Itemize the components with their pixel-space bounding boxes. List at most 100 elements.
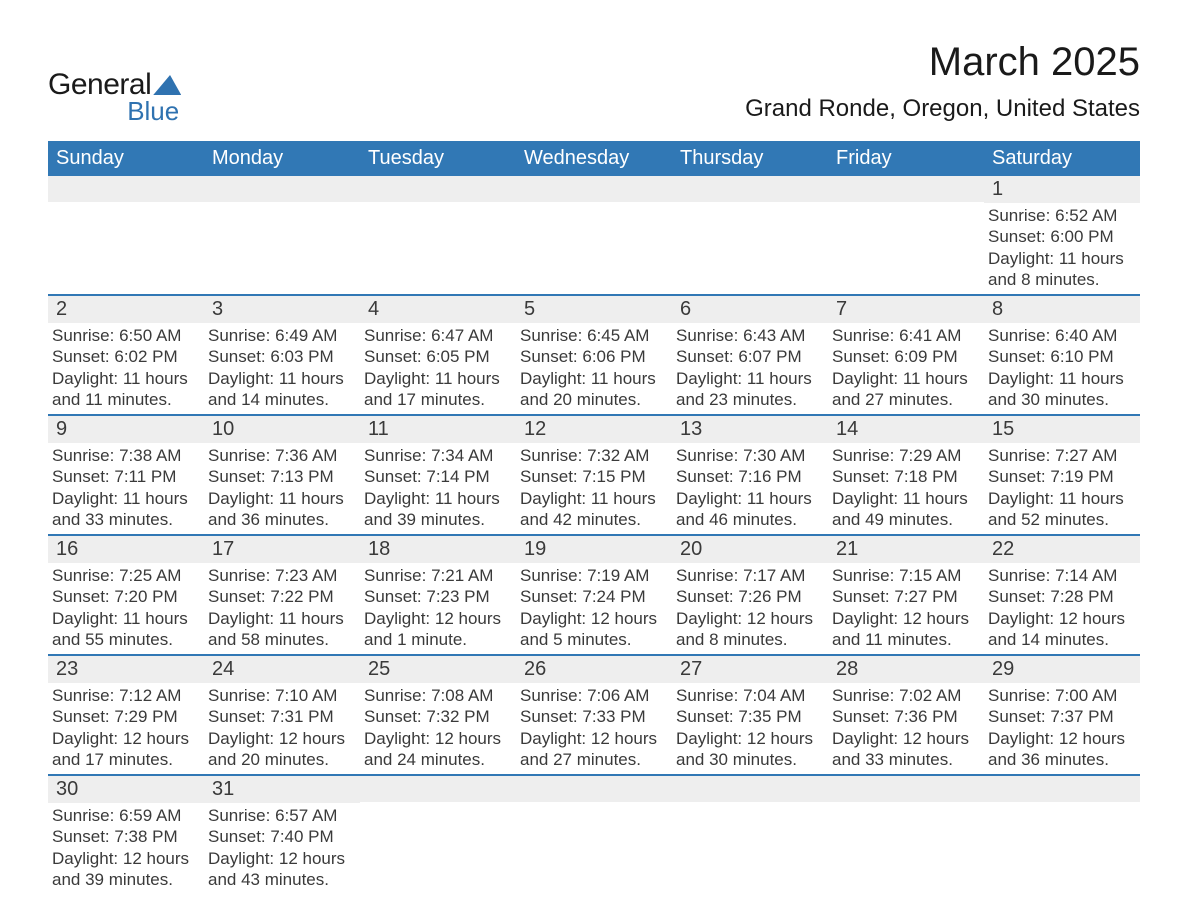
day-data-line: Sunrise: 7:29 AM <box>832 445 980 466</box>
day-number: 3 <box>204 296 360 323</box>
calendar-day-cell: 7Sunrise: 6:41 AMSunset: 6:09 PMDaylight… <box>828 295 984 415</box>
day-data-line <box>988 847 1136 868</box>
day-data-line: Daylight: 12 hours <box>832 608 980 629</box>
calendar-week-row: 1Sunrise: 6:52 AMSunset: 6:00 PMDaylight… <box>48 176 1140 295</box>
day-data-line <box>988 804 1136 825</box>
day-data-line: Daylight: 11 hours <box>52 488 200 509</box>
day-number <box>828 776 984 802</box>
day-data-line: Daylight: 12 hours <box>520 608 668 629</box>
day-number: 25 <box>360 656 516 683</box>
day-data-line: Sunrise: 6:50 AM <box>52 325 200 346</box>
day-data-line: Sunset: 6:06 PM <box>520 346 668 367</box>
day-data-line: Sunset: 6:03 PM <box>208 346 356 367</box>
day-data-line: Daylight: 12 hours <box>676 728 824 749</box>
day-data-line: Sunset: 7:29 PM <box>52 706 200 727</box>
day-data-line <box>676 825 824 846</box>
day-data-line <box>520 204 668 225</box>
day-data-line: Sunrise: 7:14 AM <box>988 565 1136 586</box>
day-number <box>204 176 360 202</box>
calendar-day-cell: 24Sunrise: 7:10 AMSunset: 7:31 PMDayligh… <box>204 655 360 775</box>
day-data-line: Sunrise: 7:00 AM <box>988 685 1136 706</box>
day-data-line: Daylight: 12 hours <box>364 728 512 749</box>
day-data <box>828 802 984 893</box>
calendar-day-cell: 30Sunrise: 6:59 AMSunset: 7:38 PMDayligh… <box>48 775 204 894</box>
day-number: 6 <box>672 296 828 323</box>
day-data-line <box>364 847 512 868</box>
day-data-line: Sunset: 7:31 PM <box>208 706 356 727</box>
day-data-line: and 58 minutes. <box>208 629 356 650</box>
calendar-day-cell <box>984 775 1140 894</box>
calendar-day-cell: 10Sunrise: 7:36 AMSunset: 7:13 PMDayligh… <box>204 415 360 535</box>
calendar-day-cell: 16Sunrise: 7:25 AMSunset: 7:20 PMDayligh… <box>48 535 204 655</box>
day-number: 29 <box>984 656 1140 683</box>
day-data: Sunrise: 7:38 AMSunset: 7:11 PMDaylight:… <box>48 443 204 534</box>
day-data-line: and 55 minutes. <box>52 629 200 650</box>
day-data-line: Daylight: 12 hours <box>364 608 512 629</box>
day-number: 15 <box>984 416 1140 443</box>
calendar-day-cell: 3Sunrise: 6:49 AMSunset: 6:03 PMDaylight… <box>204 295 360 415</box>
month-title: March 2025 <box>745 40 1140 85</box>
calendar-day-cell: 22Sunrise: 7:14 AMSunset: 7:28 PMDayligh… <box>984 535 1140 655</box>
day-data-line: and 33 minutes. <box>832 749 980 770</box>
day-data-line: Sunset: 7:16 PM <box>676 466 824 487</box>
day-data-line: and 42 minutes. <box>520 509 668 530</box>
day-data-line: and 24 minutes. <box>364 749 512 770</box>
day-data-line <box>208 247 356 268</box>
day-data-line: and 11 minutes. <box>52 389 200 410</box>
calendar-week-row: 9Sunrise: 7:38 AMSunset: 7:11 PMDaylight… <box>48 415 1140 535</box>
day-data: Sunrise: 7:14 AMSunset: 7:28 PMDaylight:… <box>984 563 1140 654</box>
day-data-line <box>832 804 980 825</box>
day-data-line: Sunset: 6:00 PM <box>988 226 1136 247</box>
calendar-day-cell: 20Sunrise: 7:17 AMSunset: 7:26 PMDayligh… <box>672 535 828 655</box>
day-data-line: Sunrise: 7:08 AM <box>364 685 512 706</box>
day-number: 23 <box>48 656 204 683</box>
day-data-line: Daylight: 12 hours <box>52 728 200 749</box>
day-number: 5 <box>516 296 672 323</box>
day-number <box>48 176 204 202</box>
day-data-line: Sunrise: 7:38 AM <box>52 445 200 466</box>
day-data-line: Sunrise: 7:36 AM <box>208 445 356 466</box>
day-data-line: Daylight: 11 hours <box>676 368 824 389</box>
day-data-line <box>52 268 200 289</box>
day-data: Sunrise: 6:45 AMSunset: 6:06 PMDaylight:… <box>516 323 672 414</box>
day-number: 13 <box>672 416 828 443</box>
day-data-line <box>676 847 824 868</box>
day-data: Sunrise: 7:34 AMSunset: 7:14 PMDaylight:… <box>360 443 516 534</box>
day-data-line: Sunrise: 6:57 AM <box>208 805 356 826</box>
day-data-line: Sunset: 7:32 PM <box>364 706 512 727</box>
day-number: 30 <box>48 776 204 803</box>
day-data-line: Daylight: 11 hours <box>520 368 668 389</box>
day-data-line: Daylight: 11 hours <box>988 488 1136 509</box>
day-data: Sunrise: 7:21 AMSunset: 7:23 PMDaylight:… <box>360 563 516 654</box>
day-data-line: Daylight: 11 hours <box>988 248 1136 269</box>
day-data-line: Sunset: 7:37 PM <box>988 706 1136 727</box>
calendar-week-row: 2Sunrise: 6:50 AMSunset: 6:02 PMDaylight… <box>48 295 1140 415</box>
day-data-line <box>208 268 356 289</box>
day-data-line: and 20 minutes. <box>208 749 356 770</box>
day-data-line <box>364 804 512 825</box>
calendar-table: Sunday Monday Tuesday Wednesday Thursday… <box>48 141 1140 894</box>
day-data-line <box>520 268 668 289</box>
day-data-line <box>832 847 980 868</box>
calendar-day-cell: 27Sunrise: 7:04 AMSunset: 7:35 PMDayligh… <box>672 655 828 775</box>
calendar-day-cell: 17Sunrise: 7:23 AMSunset: 7:22 PMDayligh… <box>204 535 360 655</box>
day-data-line: Sunset: 7:38 PM <box>52 826 200 847</box>
day-number: 2 <box>48 296 204 323</box>
weekday-header: Wednesday <box>516 141 672 176</box>
day-data-line: Daylight: 12 hours <box>208 728 356 749</box>
day-data-line: Sunset: 7:14 PM <box>364 466 512 487</box>
day-number: 7 <box>828 296 984 323</box>
day-data-line: Sunset: 7:18 PM <box>832 466 980 487</box>
header: General Blue March 2025 Grand Ronde, Ore… <box>48 40 1140 127</box>
day-data-line: Daylight: 11 hours <box>364 488 512 509</box>
day-data <box>672 202 828 293</box>
calendar-day-cell <box>828 775 984 894</box>
day-data-line: Sunrise: 6:52 AM <box>988 205 1136 226</box>
calendar-week-row: 23Sunrise: 7:12 AMSunset: 7:29 PMDayligh… <box>48 655 1140 775</box>
day-data-line: Sunrise: 7:15 AM <box>832 565 980 586</box>
day-number: 16 <box>48 536 204 563</box>
calendar-day-cell: 14Sunrise: 7:29 AMSunset: 7:18 PMDayligh… <box>828 415 984 535</box>
calendar-day-cell: 31Sunrise: 6:57 AMSunset: 7:40 PMDayligh… <box>204 775 360 894</box>
day-data-line <box>520 247 668 268</box>
day-data: Sunrise: 7:00 AMSunset: 7:37 PMDaylight:… <box>984 683 1140 774</box>
